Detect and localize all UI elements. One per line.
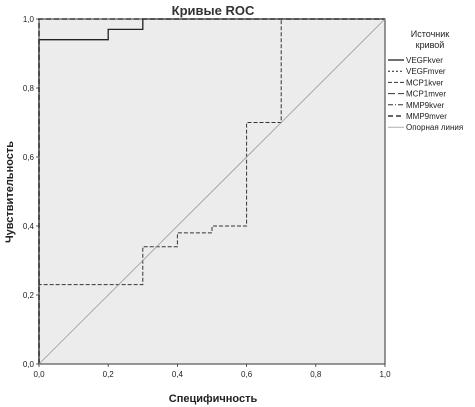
legend: Источник кривой VEGFkver VEGFmver MCP1kver…	[388, 29, 463, 132]
legend-label: MMP9mver	[406, 112, 447, 121]
legend-title-line-1: Источник	[411, 29, 449, 39]
axis-layer: 0,0 0,2 0,4 0,6 0,8 1,0 0,0 0,2 0,4 0,6 0,8 1,0	[23, 15, 391, 379]
x-tick-label: 0,6	[241, 370, 253, 379]
x-tick-label: 0,2	[103, 370, 115, 379]
legend-label: MMP9kver	[406, 101, 445, 110]
x-tick-label: 0,0	[33, 370, 45, 379]
legend-items: VEGFkver VEGFmver MCP1kver MCP1mver MMP9kver…	[388, 56, 463, 132]
series-line-опорная-линия	[38, 18, 386, 365]
legend-label: VEGFmver	[406, 67, 446, 76]
y-tick-label: 0,4	[23, 222, 35, 231]
y-tick-label: 0,2	[23, 291, 35, 300]
legend-title-line-2: кривой	[416, 40, 445, 50]
x-axis-label: Специфичность	[169, 393, 258, 405]
y-tick-label: 0,0	[23, 360, 35, 369]
x-tick-label: 0,8	[310, 370, 322, 379]
y-axis-label: Чувствительность	[4, 141, 16, 243]
y-tick-label: 0,6	[23, 153, 35, 162]
y-tick-label: 1,0	[23, 15, 35, 24]
legend-label: MCP1kver	[406, 78, 444, 87]
x-tick-label: 0,4	[172, 370, 184, 379]
legend-label: Опорная линия	[406, 123, 463, 132]
y-tick-label: 0,8	[23, 84, 35, 93]
legend-label: VEGFkver	[406, 56, 443, 65]
legend-label: MCP1mver	[406, 90, 446, 99]
x-tick-label: 1,0	[379, 370, 391, 379]
chart-title: Кривые ROC	[172, 3, 255, 18]
